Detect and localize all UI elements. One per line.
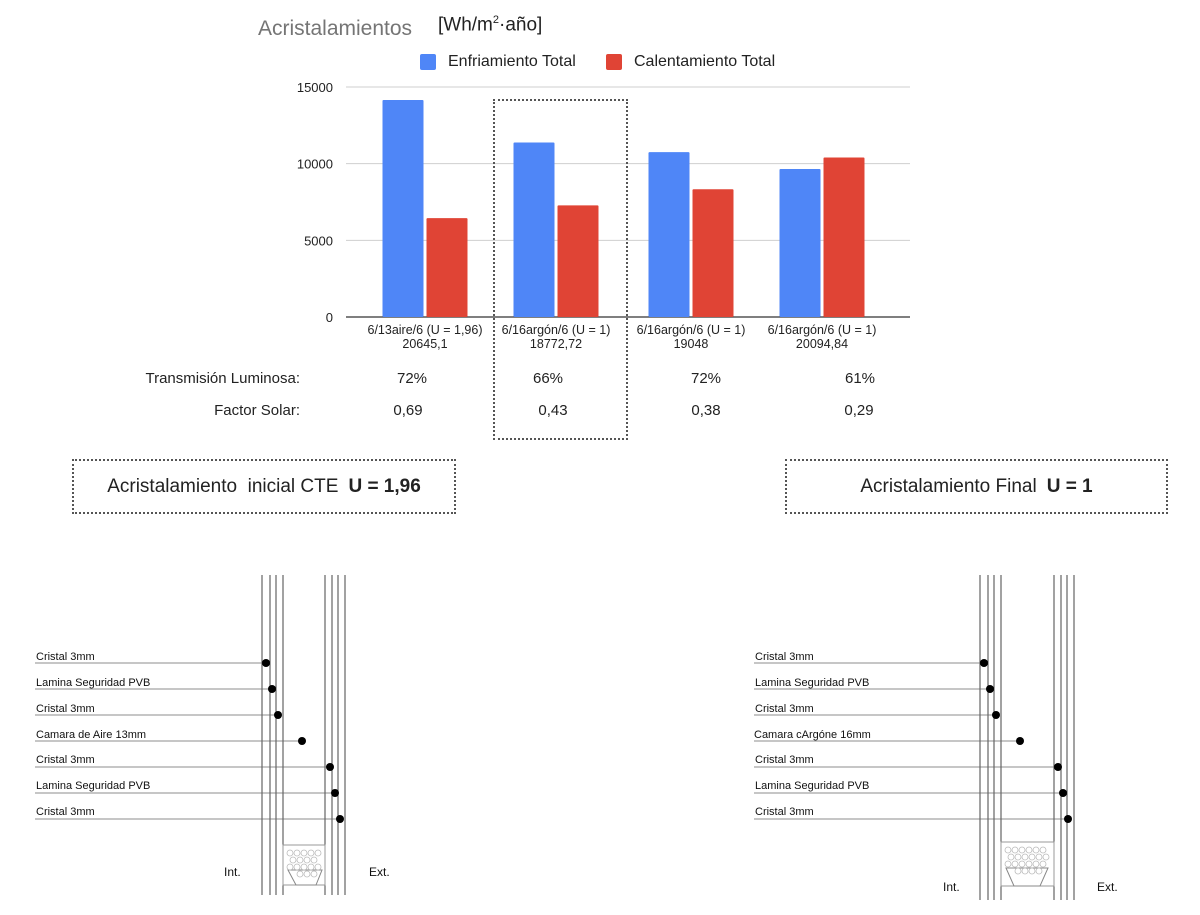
x-category-label: 6/13aire/6 (U = 1,96) [368,323,483,337]
highlight-box [493,99,628,440]
layer-label: Cristal 3mm [755,703,814,715]
layer-label: Lamina Seguridad PVB [36,677,151,689]
exterior-label: Ext. [369,865,390,879]
chart-title: Acristalamientos [258,17,413,40]
layer-label: Camara ᴄArgóne 16mm [754,729,871,741]
interior-label: Int. [224,865,241,879]
bar-cooling [648,152,690,317]
final-glazing-box: Acristalamiento Final U = 1 [785,459,1168,514]
bar-cooling [779,169,821,317]
x-category-label: 6/16argón/6 (U = 1) [768,323,877,337]
section-drawing-final [754,575,1075,900]
row-label-solar-factor: Factor Solar: [214,402,300,419]
row-value: 0,29 [844,402,874,419]
row-value: 61% [844,370,876,387]
legend-item-cooling: Enfriamiento Total [420,53,576,71]
chart-unit: [Wh/m2·año] [438,14,543,36]
x-category-total: 20094,84 [796,337,848,351]
row-value: 72% [690,370,722,387]
y-tick-label: 0 [326,310,333,325]
layer-label: Camara de Aire 13mm [36,729,147,741]
bar-heating [823,157,865,317]
row-label-transmission: Transmisión Luminosa: [145,370,300,387]
layer-label: Cristal 3mm [755,754,814,766]
row-value: 66% [532,370,564,387]
x-category-label: 6/16argón/6 (U = 1) [637,323,746,337]
row-value: 72% [396,370,428,387]
layer-label: Cristal 3mm [755,651,814,663]
x-category-total: 19048 [674,337,709,351]
layer-label: Lamina Seguridad PVB [36,780,151,792]
layer-label: Cristal 3mm [36,651,95,663]
bar-cooling [513,142,555,317]
bar-heating [426,218,468,317]
legend-label-cooling: Enfriamiento Total [448,53,576,70]
interior-label: Int. [943,880,960,894]
legend-item-heating: Calentamiento Total [606,53,775,71]
initial-glazing-box: Acristalamiento inicial CTE U = 1,96 [72,459,456,514]
exterior-label: Ext. [1097,880,1118,894]
row-value: 0,43 [538,402,568,419]
bar-chart: 0 5000 10000 15000 6/13aire/6 (U = 1,96)2064… [297,80,910,351]
legend-label-heating: Calentamiento Total [634,53,776,70]
legend-swatch-heating [606,54,622,70]
y-tick-label: 5000 [304,233,333,248]
x-category-label: 6/16argón/6 (U = 1) [502,323,611,337]
final-glazing-label: Acristalamiento Final [860,475,1037,497]
bar-cooling [382,100,424,318]
layer-label: Cristal 3mm [755,806,814,818]
x-category-total: 20645,1 [402,337,447,351]
row-value: 0,38 [691,402,721,419]
bar-heating [692,189,734,317]
y-tick-label: 15000 [297,80,333,95]
y-tick-label: 10000 [297,157,333,172]
bar-heating [557,205,599,317]
layer-label: Cristal 3mm [36,806,95,818]
final-glazing-u: U = 1 [1046,475,1093,497]
initial-glazing-u: U = 1,96 [348,475,421,497]
section-drawing-initial [35,575,346,895]
row-value: 0,69 [393,402,423,419]
layer-label: Cristal 3mm [36,703,95,715]
x-category-total: 18772,72 [530,337,582,351]
initial-glazing-label: Acristalamiento inicial CTE [107,475,339,497]
layer-label: Lamina Seguridad PVB [755,780,870,792]
legend-swatch-cooling [420,54,436,70]
layer-label: Cristal 3mm [36,754,95,766]
layer-label: Lamina Seguridad PVB [755,677,870,689]
